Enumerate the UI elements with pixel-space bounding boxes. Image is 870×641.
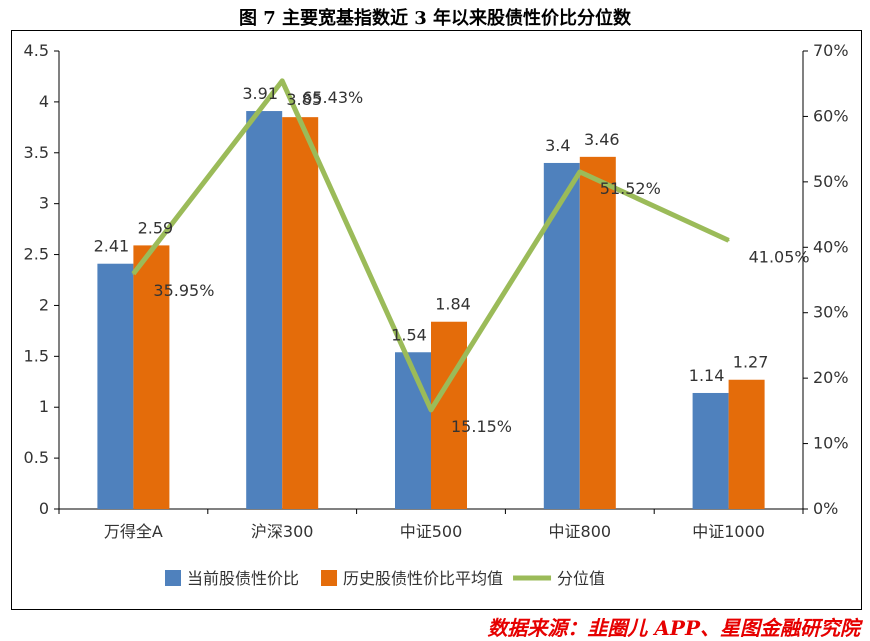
right-tick-label: 0% (813, 499, 838, 518)
line-data-label: 35.95% (153, 281, 214, 300)
bar (395, 352, 431, 509)
bar-data-label: 3.91 (242, 84, 278, 103)
bar-data-label: 2.59 (138, 218, 174, 237)
line-point (727, 239, 730, 242)
line-point (281, 79, 284, 82)
legend-swatch (165, 570, 181, 586)
bar-data-label: 1.84 (435, 295, 471, 314)
bar-data-label: 3.85 (286, 90, 322, 109)
line-point (578, 170, 581, 173)
bar (692, 392, 729, 509)
left-tick-label: 3 (39, 194, 49, 213)
right-tick-label: 30% (813, 303, 849, 322)
x-tick-label: 中证500 (400, 522, 463, 541)
legend-label: 当前股债性价比 (187, 569, 299, 588)
left-tick-label: 1.5 (24, 346, 49, 365)
percentile-line (131, 78, 730, 413)
source-note: 数据来源：韭圈儿 APP、星图金融研究院 (487, 616, 860, 640)
left-tick-label: 1 (39, 397, 49, 416)
right-tick-label: 50% (813, 172, 849, 191)
right-tick-label: 40% (813, 237, 849, 256)
bar-data-label: 1.54 (391, 325, 427, 344)
data-labels: 2.41 3.91 1.54 3.4 1.14 2.59 3.85 1.84 3.46 1.27 3… (94, 84, 810, 436)
line-data-label: 65.43% (302, 88, 363, 107)
left-tick-label: 4.5 (24, 41, 49, 60)
bar (246, 111, 283, 509)
line-point (430, 408, 432, 411)
bars (97, 111, 765, 510)
x-tick-label: 中证800 (549, 522, 612, 541)
bar-data-label: 3.46 (584, 130, 620, 149)
line-data-label: 51.52% (600, 179, 661, 198)
bar-data-label: 1.27 (733, 353, 769, 372)
left-tick-label: 3.5 (24, 143, 49, 162)
right-tick-label: 20% (813, 368, 849, 387)
bar (282, 117, 319, 510)
bar (543, 162, 580, 509)
bar (728, 379, 765, 509)
bar (97, 263, 134, 509)
bar (133, 245, 170, 509)
axes: 0 0.5 1 1.5 2 2.5 3 3.5 4 4.5 0% 10% 20% 30% 40% 50% 60%… (24, 41, 849, 541)
right-tick-label: 10% (813, 434, 849, 453)
x-tick-label: 中证1000 (692, 522, 765, 541)
chart-frame (11, 30, 862, 610)
legend-label: 历史股债性价比平均值 (343, 569, 503, 588)
legend: 当前股债性价比 历史股债性价比平均值 分位值 (165, 569, 605, 588)
legend-swatch (321, 570, 338, 586)
left-tick-label: 0 (39, 499, 49, 518)
legend-label: 分位值 (557, 569, 605, 588)
line-data-label: 41.05% (749, 247, 810, 266)
bar-data-label: 1.14 (689, 366, 725, 385)
right-tick-label: 70% (813, 41, 849, 60)
left-tick-label: 2.5 (24, 245, 49, 264)
right-tick-label: 60% (813, 106, 849, 125)
line-data-label: 15.15% (451, 417, 512, 436)
chart-title: 图 7 主要宽基指数近 3 年以来股债性价比分位数 (238, 8, 632, 29)
bar-data-label: 2.41 (94, 237, 130, 256)
line-point (132, 272, 135, 275)
left-tick-label: 0.5 (24, 448, 49, 467)
bar (579, 156, 616, 510)
x-tick-label: 沪深300 (251, 522, 314, 541)
left-tick-label: 4 (39, 92, 49, 111)
x-tick-label: 万得全A (104, 522, 163, 541)
left-tick-label: 2 (39, 295, 49, 314)
bar-data-label: 3.4 (545, 136, 570, 155)
bar (431, 321, 467, 509)
